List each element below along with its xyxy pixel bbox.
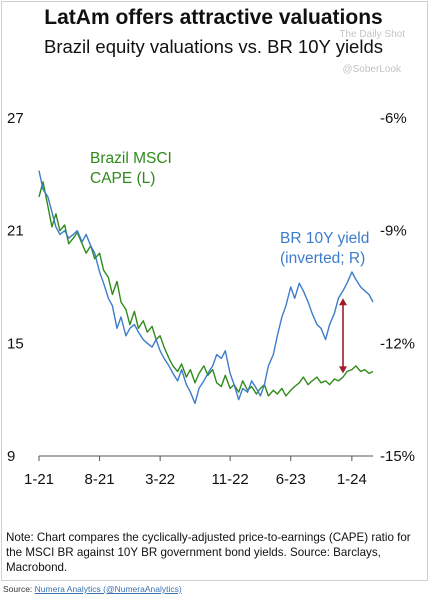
yield-series-line — [38, 170, 374, 405]
right-tick-label: -15% — [380, 448, 415, 465]
x-tick-label: 11-22 — [212, 471, 249, 488]
cape-series-line — [38, 181, 374, 397]
right-tick-label: -9% — [380, 223, 407, 240]
chart-frame — [1, 1, 428, 581]
source-prefix: Source: — [3, 584, 35, 594]
watermark-soberlook: @SoberLook — [342, 64, 401, 75]
right-tick-label: -12% — [380, 335, 415, 352]
spread-arrow-head-bottom — [339, 366, 347, 374]
cape-series-label: Brazil MSCI CAPE (L) — [90, 150, 172, 187]
x-tick-label: 8-21 — [85, 471, 115, 488]
source-line: Source: Numera Analytics (@NumeraAnalyti… — [3, 584, 182, 594]
chart-title: LatAm offers attractive valuations — [44, 6, 383, 29]
left-tick-label: 27 — [7, 110, 24, 127]
right-tick-label: -6% — [380, 110, 407, 127]
left-tick-label: 15 — [7, 335, 24, 352]
watermark-daily-shot: The Daily Shot — [339, 29, 405, 40]
yield-series-label: BR 10Y yield (inverted; R) — [280, 230, 369, 267]
left-tick-label: 9 — [7, 448, 15, 465]
x-tick-label: 1-24 — [337, 471, 367, 488]
x-tick-label: 6-23 — [276, 471, 306, 488]
chart-subtitle: Brazil equity valuations vs. BR 10Y yiel… — [44, 36, 383, 57]
left-tick-label: 21 — [7, 223, 24, 240]
source-link[interactable]: Numera Analytics (@NumeraAnalytics) — [34, 584, 182, 594]
spread-arrow-head-top — [339, 298, 347, 306]
x-tick-label: 3-22 — [145, 471, 175, 488]
chart-note: Note: Chart compares the cyclically-adju… — [6, 531, 411, 574]
x-tick-label: 1-21 — [24, 471, 54, 488]
